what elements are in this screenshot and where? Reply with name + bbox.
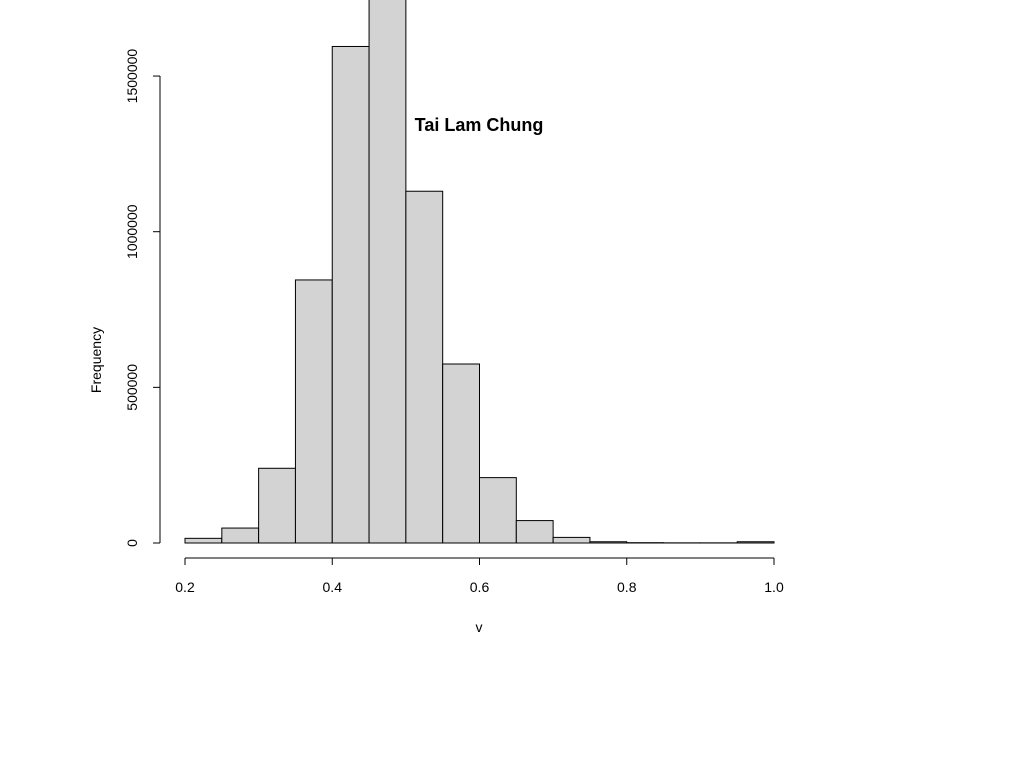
histogram-bar	[405, 190, 444, 544]
histogram-bar	[258, 467, 296, 544]
histogram-bar	[368, 0, 407, 544]
x-axis: 0.2 0.4 0.6 0.8 1.0	[175, 557, 784, 595]
x-tick-label: 0.2	[175, 579, 195, 595]
x-tick-label: 0.6	[470, 579, 490, 595]
x-tick-label: 0.4	[323, 579, 343, 595]
histogram-bar	[184, 537, 223, 544]
y-tick-label: 500000	[124, 364, 140, 411]
y-tick-label: 1500000	[124, 49, 140, 104]
x-tick-label: 0.8	[617, 579, 637, 595]
histogram-bar	[589, 541, 628, 544]
histogram-bar	[442, 363, 480, 544]
bars-group	[184, 0, 775, 544]
x-tick-label: 1.0	[764, 579, 784, 595]
histogram-bar	[479, 477, 517, 544]
x-axis-label: v	[476, 619, 483, 635]
histogram-bar	[221, 527, 260, 544]
histogram-bar	[331, 45, 370, 544]
y-tick-label: 0	[124, 539, 140, 547]
y-axis-label: Frequency	[88, 327, 104, 393]
y-tick-label: 1000000	[124, 204, 140, 259]
histogram-bar	[515, 520, 554, 544]
y-axis: 0 500000 1000000 1500000	[124, 49, 161, 547]
histogram-bar	[552, 536, 591, 544]
histogram-bar	[736, 541, 775, 544]
histogram-bar	[294, 279, 333, 544]
chart-title: Tai Lam Chung	[415, 115, 544, 135]
